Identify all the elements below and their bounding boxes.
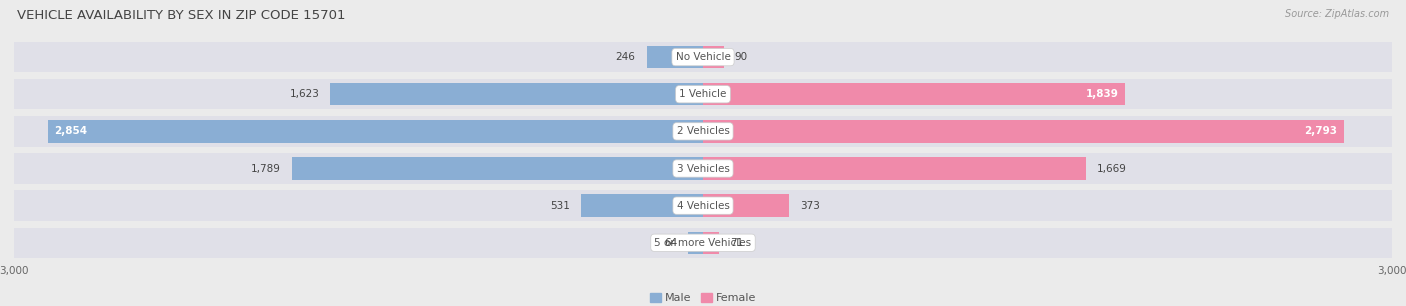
Bar (703, 120, 1344, 143)
Bar (703, 83, 1125, 105)
Bar (14, 190, 1392, 221)
Text: 2,854: 2,854 (55, 126, 87, 136)
Bar (14, 116, 1392, 147)
Bar (14, 153, 1392, 184)
Text: 3 Vehicles: 3 Vehicles (676, 163, 730, 174)
Text: 1 Vehicle: 1 Vehicle (679, 89, 727, 99)
Text: No Vehicle: No Vehicle (675, 52, 731, 62)
Text: 531: 531 (550, 201, 569, 211)
Text: 1,789: 1,789 (252, 163, 281, 174)
Text: VEHICLE AVAILABILITY BY SEX IN ZIP CODE 15701: VEHICLE AVAILABILITY BY SEX IN ZIP CODE … (17, 9, 346, 22)
Bar (581, 195, 703, 217)
Text: 2,793: 2,793 (1305, 126, 1337, 136)
Bar (689, 232, 703, 254)
Bar (330, 83, 703, 105)
Legend: Male, Female: Male, Female (645, 288, 761, 306)
Text: 246: 246 (616, 52, 636, 62)
Text: 90: 90 (735, 52, 748, 62)
Bar (703, 46, 724, 68)
Text: Source: ZipAtlas.com: Source: ZipAtlas.com (1285, 9, 1389, 19)
Text: 5 or more Vehicles: 5 or more Vehicles (654, 238, 752, 248)
Bar (703, 157, 1087, 180)
Bar (14, 79, 1392, 110)
Text: 1,623: 1,623 (290, 89, 319, 99)
Bar (14, 42, 1392, 72)
Text: 1,839: 1,839 (1085, 89, 1118, 99)
Text: 1,669: 1,669 (1097, 163, 1128, 174)
Bar (703, 232, 720, 254)
Bar (647, 46, 703, 68)
Text: 4 Vehicles: 4 Vehicles (676, 201, 730, 211)
Bar (703, 195, 789, 217)
Bar (292, 157, 703, 180)
Bar (48, 120, 703, 143)
Text: 71: 71 (730, 238, 744, 248)
Text: 2 Vehicles: 2 Vehicles (676, 126, 730, 136)
Text: 373: 373 (800, 201, 820, 211)
Bar (14, 228, 1392, 258)
Text: 64: 64 (664, 238, 678, 248)
